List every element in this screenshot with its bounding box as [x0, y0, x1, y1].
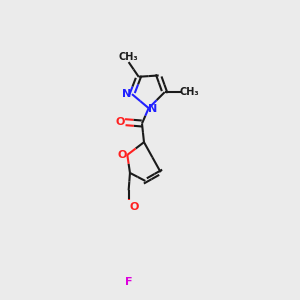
Text: N: N — [148, 104, 157, 115]
Text: CH₃: CH₃ — [119, 52, 138, 62]
Text: O: O — [117, 150, 127, 160]
Text: N: N — [122, 89, 131, 99]
Text: O: O — [115, 117, 124, 127]
Text: F: F — [125, 278, 132, 287]
Text: O: O — [129, 202, 139, 212]
Text: CH₃: CH₃ — [180, 87, 199, 97]
